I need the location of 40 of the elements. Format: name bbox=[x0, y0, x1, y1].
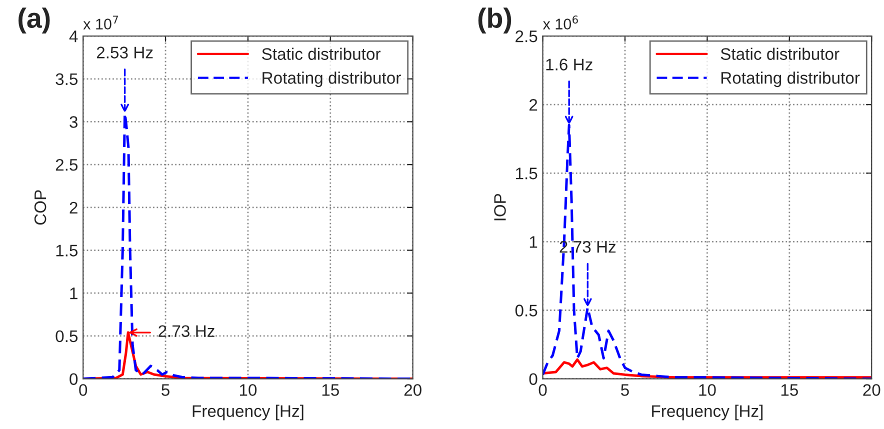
x-tick-label: 5 bbox=[621, 384, 629, 396]
x-tick-label: 0 bbox=[79, 384, 88, 396]
x-axis-title: Frequency [Hz] bbox=[652, 404, 763, 420]
annotation: 2.53 Hz bbox=[96, 46, 153, 58]
x-tick-label: 20 bbox=[404, 384, 422, 396]
y-tick-label: 3 bbox=[70, 116, 78, 128]
x-tick-label: 15 bbox=[322, 384, 339, 396]
y-tick-label: 3.5 bbox=[56, 73, 78, 86]
legend-label: Static distributor bbox=[262, 48, 380, 60]
legend-label: Static distributor bbox=[720, 48, 840, 60]
y-tick-label: 0.5 bbox=[56, 330, 78, 342]
y-tick-label: 2.5 bbox=[56, 158, 78, 171]
y-tick-label: 4 bbox=[69, 30, 78, 42]
y-tick-label: 1.5 bbox=[56, 244, 78, 256]
y-tick-label: 1 bbox=[70, 288, 78, 300]
x-tick-label: 20 bbox=[863, 384, 880, 396]
annotation: 2.73 Hz bbox=[158, 325, 214, 338]
y-tick-label: 2 bbox=[529, 98, 538, 111]
y-tick-label: 1 bbox=[530, 236, 538, 248]
y-tick-label: 0 bbox=[70, 373, 78, 386]
y-tick-label: 0 bbox=[529, 373, 538, 386]
annotation: 1.6 Hz bbox=[546, 58, 592, 70]
legend-label: Rotating distributor bbox=[262, 72, 401, 88]
text: x 10$^{7}$ bbox=[83, 16, 118, 30]
x-tick-label: 10 bbox=[699, 384, 716, 396]
x-tick-label: 5 bbox=[162, 384, 170, 396]
legend-label: Rotating distributor bbox=[721, 72, 860, 88]
chart-title: (b) bbox=[478, 8, 512, 34]
y-tick-label: 0.5 bbox=[515, 304, 538, 316]
chart-title: (a) bbox=[18, 8, 50, 34]
y-axis-title: COP bbox=[34, 190, 46, 225]
text: x 10$^{6}$ bbox=[542, 16, 578, 30]
y-tick-label: 1.5 bbox=[516, 168, 538, 180]
x-tick-label: 0 bbox=[538, 384, 547, 396]
y-axis-title: IOP bbox=[494, 194, 506, 220]
y-tick-label: 2 bbox=[70, 202, 78, 214]
x-axis-title: Frequency [Hz] bbox=[192, 404, 304, 420]
x-tick-label: 15 bbox=[781, 384, 798, 396]
x-tick-label: 10 bbox=[240, 384, 257, 396]
y-tick-label: 2.5 bbox=[516, 30, 538, 42]
